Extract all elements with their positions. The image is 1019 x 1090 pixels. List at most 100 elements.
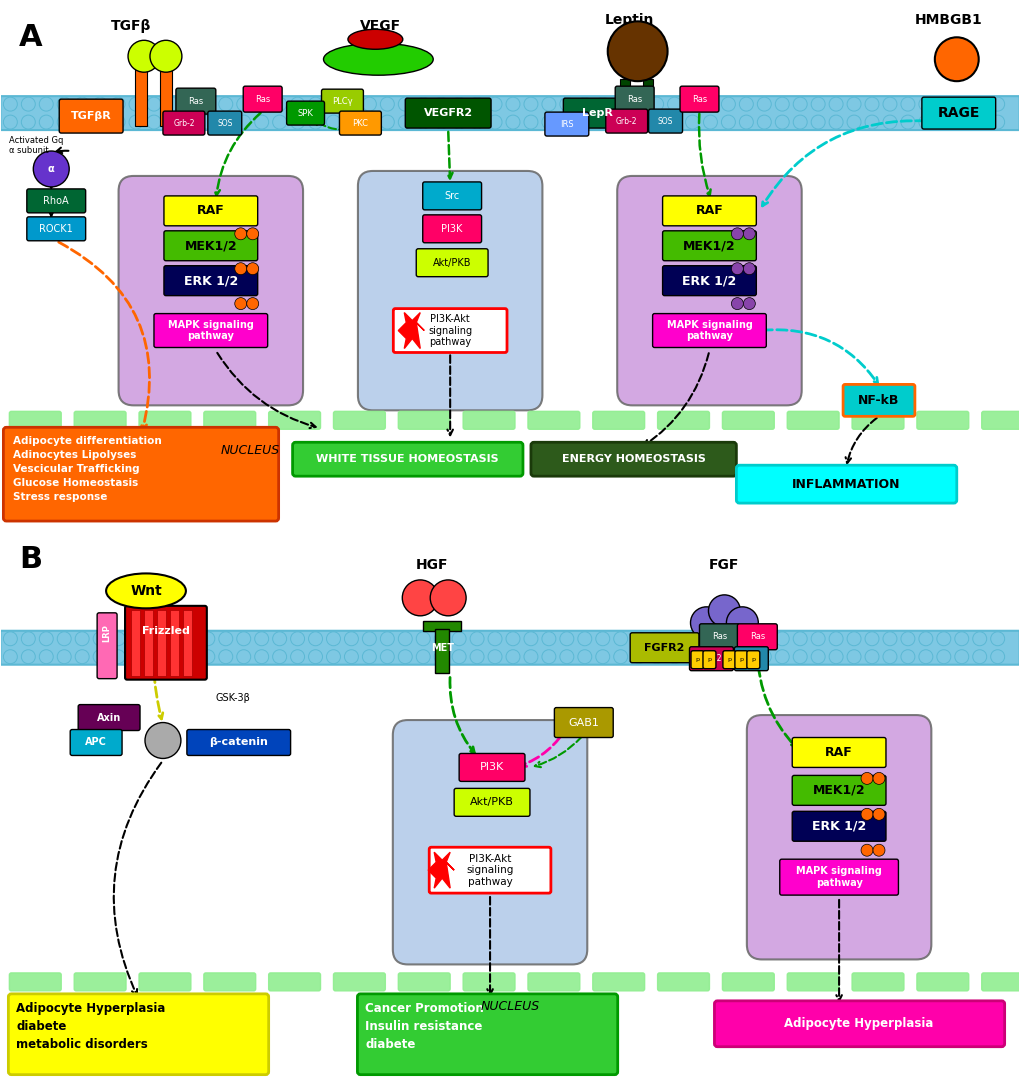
Circle shape xyxy=(344,97,358,111)
Circle shape xyxy=(972,632,985,645)
Circle shape xyxy=(451,632,466,645)
FancyBboxPatch shape xyxy=(26,217,86,241)
FancyBboxPatch shape xyxy=(779,859,898,895)
Circle shape xyxy=(720,632,735,645)
Text: GAB1: GAB1 xyxy=(568,717,598,727)
Text: p: p xyxy=(695,657,699,663)
FancyBboxPatch shape xyxy=(416,249,487,277)
Circle shape xyxy=(75,650,89,664)
Text: Ras: Ras xyxy=(711,632,727,641)
Circle shape xyxy=(864,650,878,664)
Circle shape xyxy=(34,152,69,186)
FancyBboxPatch shape xyxy=(531,443,736,476)
Circle shape xyxy=(774,97,789,111)
FancyBboxPatch shape xyxy=(662,266,755,295)
FancyBboxPatch shape xyxy=(544,112,588,136)
Circle shape xyxy=(326,97,340,111)
Circle shape xyxy=(470,632,484,645)
Circle shape xyxy=(828,116,843,129)
Circle shape xyxy=(935,650,950,664)
FancyBboxPatch shape xyxy=(422,215,481,243)
Text: IRS: IRS xyxy=(559,120,573,129)
FancyBboxPatch shape xyxy=(70,729,122,755)
Circle shape xyxy=(989,97,1004,111)
Circle shape xyxy=(362,116,376,129)
Circle shape xyxy=(40,116,53,129)
Text: Wnt: Wnt xyxy=(130,584,162,598)
Text: Grb-2: Grb-2 xyxy=(173,119,195,128)
Circle shape xyxy=(290,116,305,129)
Circle shape xyxy=(362,650,376,664)
Text: β-catenin: β-catenin xyxy=(209,738,268,748)
Text: Ras: Ras xyxy=(691,95,706,104)
Circle shape xyxy=(900,116,914,129)
FancyBboxPatch shape xyxy=(528,411,579,429)
FancyBboxPatch shape xyxy=(721,973,773,991)
Circle shape xyxy=(864,632,878,645)
Text: Grb-2: Grb-2 xyxy=(700,654,721,663)
Circle shape xyxy=(416,116,430,129)
FancyBboxPatch shape xyxy=(164,266,258,295)
FancyBboxPatch shape xyxy=(125,606,207,680)
FancyBboxPatch shape xyxy=(792,738,886,767)
Circle shape xyxy=(524,116,537,129)
Text: TGFβR: TGFβR xyxy=(70,111,111,121)
Circle shape xyxy=(380,97,394,111)
Text: FGFR2: FGFR2 xyxy=(644,643,684,653)
Circle shape xyxy=(21,116,36,129)
Text: ERK 1/2: ERK 1/2 xyxy=(682,275,736,287)
Text: Adipocyte Hyperplasia
diabete
metabolic disorders: Adipocyte Hyperplasia diabete metabolic … xyxy=(16,1002,165,1051)
FancyBboxPatch shape xyxy=(268,411,320,429)
Text: INFLAMMATION: INFLAMMATION xyxy=(791,477,900,490)
FancyBboxPatch shape xyxy=(118,175,303,405)
Circle shape xyxy=(3,632,17,645)
Circle shape xyxy=(720,116,735,129)
Circle shape xyxy=(75,97,89,111)
Circle shape xyxy=(255,97,268,111)
Circle shape xyxy=(743,263,755,275)
Circle shape xyxy=(344,632,358,645)
Circle shape xyxy=(147,632,161,645)
Circle shape xyxy=(559,650,574,664)
Circle shape xyxy=(935,632,950,645)
Circle shape xyxy=(40,97,53,111)
Circle shape xyxy=(470,97,484,111)
Circle shape xyxy=(219,632,232,645)
Circle shape xyxy=(147,116,161,129)
Circle shape xyxy=(685,97,699,111)
FancyBboxPatch shape xyxy=(746,715,930,959)
Text: p: p xyxy=(727,657,731,663)
Circle shape xyxy=(236,632,251,645)
Text: A: A xyxy=(19,23,43,52)
Text: MEK1/2: MEK1/2 xyxy=(683,240,735,252)
Circle shape xyxy=(613,97,627,111)
Circle shape xyxy=(607,22,666,81)
FancyBboxPatch shape xyxy=(292,443,523,476)
FancyBboxPatch shape xyxy=(422,182,481,210)
Text: Src: Src xyxy=(444,191,460,201)
Circle shape xyxy=(234,228,247,240)
Circle shape xyxy=(397,632,412,645)
Circle shape xyxy=(3,116,17,129)
Circle shape xyxy=(864,116,878,129)
FancyBboxPatch shape xyxy=(702,651,715,668)
FancyBboxPatch shape xyxy=(333,411,385,429)
Circle shape xyxy=(129,97,143,111)
Circle shape xyxy=(201,97,215,111)
Text: Axin: Axin xyxy=(97,713,121,723)
Circle shape xyxy=(703,97,716,111)
Circle shape xyxy=(145,723,180,759)
Circle shape xyxy=(649,650,663,664)
Text: NUCLEUS: NUCLEUS xyxy=(221,444,280,457)
Circle shape xyxy=(739,650,753,664)
Text: SOS: SOS xyxy=(217,119,232,128)
FancyBboxPatch shape xyxy=(397,973,449,991)
Circle shape xyxy=(129,632,143,645)
Text: MEK1/2: MEK1/2 xyxy=(812,784,864,797)
FancyBboxPatch shape xyxy=(0,631,1019,665)
Circle shape xyxy=(828,632,843,645)
Circle shape xyxy=(3,97,17,111)
Circle shape xyxy=(93,632,107,645)
Text: VEGF: VEGF xyxy=(360,20,400,34)
Circle shape xyxy=(595,97,609,111)
